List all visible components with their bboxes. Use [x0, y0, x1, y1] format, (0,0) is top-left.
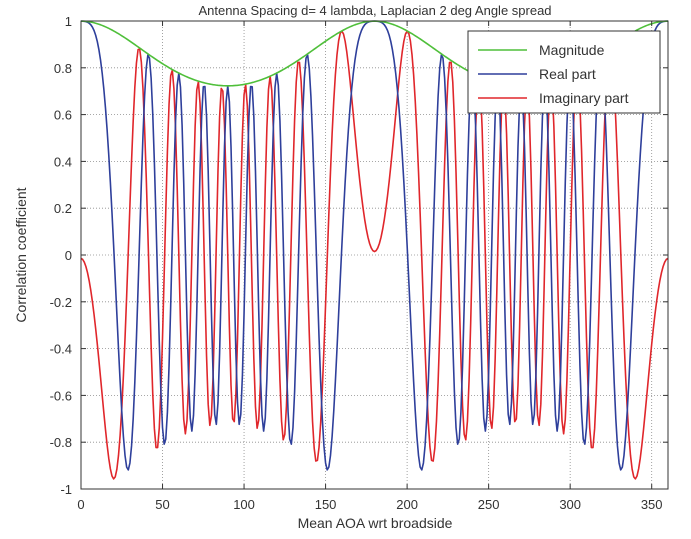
legend: Magnitude Real part Imaginary part [467, 30, 661, 114]
y-tick-label: 0.4 [54, 154, 72, 169]
x-tick-label: 250 [478, 497, 500, 512]
legend-box [467, 30, 661, 114]
legend-label: Magnitude [539, 42, 605, 58]
y-tick-label: -0.6 [50, 388, 72, 403]
x-tick-label: 50 [155, 497, 169, 512]
y-tick-label: 0 [65, 248, 72, 263]
y-axis-label: Correlation coefficient [13, 187, 29, 322]
y-tick-label: -0.8 [50, 435, 72, 450]
x-tick-label: 0 [77, 497, 84, 512]
x-tick-label: 100 [233, 497, 255, 512]
y-tick-label: 0.6 [54, 108, 72, 123]
y-tick-label: 0.8 [54, 61, 72, 76]
x-tick-label: 350 [641, 497, 663, 512]
tick-labels: 0 50 100 150 200 250 300 350 -1 -0.8 -0.6 -0.4 -0.2 0… [50, 14, 663, 512]
y-tick-label: -0.2 [50, 295, 72, 310]
ticks [80, 20, 668, 490]
series-line-imag [80, 30, 669, 480]
y-tick-label: 0.2 [54, 201, 72, 216]
x-tick-label: 200 [396, 497, 418, 512]
legend-label: Imaginary part [539, 90, 629, 106]
x-axis-label: Mean AOA wrt broadside [298, 515, 453, 531]
x-tick-label: 300 [559, 497, 581, 512]
y-tick-label: -1 [60, 482, 72, 497]
legend-label: Real part [539, 66, 596, 82]
chart-title: Antenna Spacing d= 4 lambda, Laplacian 2… [198, 3, 551, 18]
y-tick-label: 1 [65, 14, 72, 29]
y-tick-label: -0.4 [50, 342, 72, 357]
x-tick-label: 150 [315, 497, 337, 512]
